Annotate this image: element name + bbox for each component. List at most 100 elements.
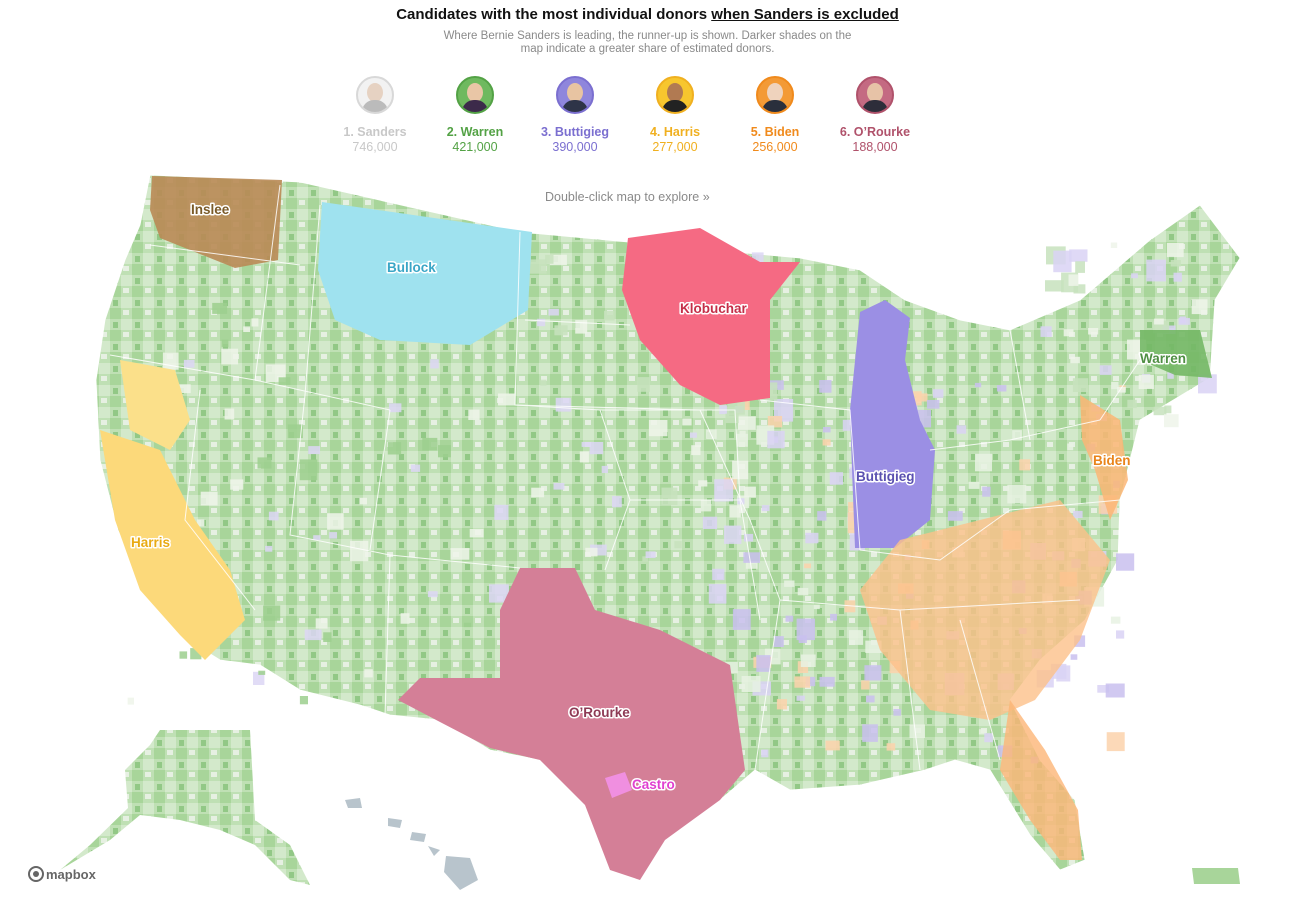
county-cell [829, 472, 843, 485]
county-cell [823, 427, 831, 433]
mapbox-attribution[interactable]: mapbox [28, 866, 96, 882]
county-cell [1137, 358, 1145, 365]
county-cell [1106, 732, 1125, 752]
county-cell [1069, 249, 1088, 262]
region-orourke [398, 568, 745, 880]
county-cell [197, 519, 205, 527]
county-cell [553, 483, 565, 490]
county-cell [1110, 616, 1121, 624]
region-castro [605, 772, 632, 798]
candidate-orourke[interactable]: 6. O’Rourke 188,000 [825, 76, 925, 154]
county-cell [744, 486, 756, 498]
county-cell [299, 459, 318, 481]
county-cell [1097, 685, 1110, 693]
county-cell [359, 497, 367, 505]
county-cell [589, 442, 604, 455]
county-cell [175, 365, 184, 372]
county-cell [744, 533, 754, 542]
orourke-portrait [856, 76, 894, 114]
county-cell [243, 326, 250, 332]
county-cell [1138, 374, 1154, 389]
county-cell [427, 591, 438, 598]
county-cell [926, 400, 940, 409]
county-cell [865, 640, 882, 653]
candidate-sanders[interactable]: 1. Sanders 746,000 [325, 76, 425, 154]
title-link-excluded[interactable]: when Sanders is excluded [711, 6, 899, 23]
county-cell [268, 511, 279, 521]
county-cell [1075, 261, 1085, 273]
county-cell [1198, 374, 1217, 394]
county-cell [489, 584, 509, 603]
county-cell [804, 563, 811, 569]
chart-header: Candidates with the most individual dono… [0, 0, 1295, 56]
region-bullock [318, 202, 532, 345]
sanders-portrait [356, 76, 394, 114]
county-cell [308, 446, 320, 455]
state-borders [109, 184, 1141, 771]
county-cell [700, 500, 712, 512]
county-cell [745, 561, 758, 569]
page-subtitle: Where Bernie Sanders is leading, the run… [443, 30, 852, 55]
county-cell [162, 352, 179, 370]
region-harris-north [120, 360, 190, 450]
county-cell [1153, 406, 1167, 416]
county-cell [886, 743, 896, 751]
county-cell [698, 480, 708, 487]
county-cell [1074, 635, 1086, 647]
us-county-map[interactable]: Inslee Bullock Klobuchar Warren Biden Bu… [0, 160, 1295, 900]
county-cell [741, 676, 761, 692]
candidate-donors: 188,000 [852, 140, 898, 154]
county-cell [579, 451, 589, 463]
candidate-warren[interactable]: 2. Warren 421,000 [425, 76, 525, 154]
candidate-donors: 746,000 [352, 140, 398, 154]
county-cell [1099, 365, 1112, 375]
county-cell [916, 393, 928, 402]
region-biden-se [860, 500, 1110, 720]
county-cell [127, 697, 134, 705]
county-cell [549, 254, 567, 266]
county-cell [540, 379, 547, 386]
county-cell [968, 481, 980, 489]
label-castro: Castro [632, 777, 675, 792]
county-cell [410, 464, 421, 472]
candidate-biden[interactable]: 5. Biden 256,000 [725, 76, 825, 154]
region-biden-ne [1080, 395, 1128, 520]
county-cell [221, 348, 239, 365]
county-cell [756, 655, 771, 672]
county-cell [702, 516, 718, 529]
candidate-harris[interactable]: 4. Harris 277,000 [625, 76, 725, 154]
label-orourke: O’Rourke [569, 705, 630, 720]
county-cell [251, 318, 259, 327]
county-cell [1072, 378, 1089, 392]
candidate-name: 1. Sanders [343, 125, 407, 139]
county-cell [1070, 654, 1078, 660]
county-cell [601, 465, 608, 473]
county-cell [830, 613, 837, 621]
county-cell [287, 424, 303, 439]
county-cell [1019, 459, 1031, 471]
candidate-buttigieg[interactable]: 3. Buttigieg 390,000 [525, 76, 625, 154]
county-cell [468, 409, 480, 420]
county-cell [794, 676, 811, 688]
county-cell [389, 403, 402, 413]
alaska [60, 730, 310, 885]
county-cell [590, 544, 607, 556]
county-cell [975, 453, 992, 472]
county-cell [422, 437, 438, 451]
county-cell [1053, 250, 1072, 273]
county-cell [862, 724, 878, 742]
county-cell [909, 724, 925, 738]
county-cell [327, 513, 344, 530]
region-warren-ne [1140, 330, 1212, 378]
county-cell [648, 420, 668, 437]
county-cell [708, 584, 727, 604]
county-cell [819, 676, 835, 687]
county-cell [714, 479, 734, 502]
county-cell [864, 665, 882, 681]
candidate-name: 6. O’Rourke [839, 125, 911, 139]
candidate-donors: 390,000 [552, 140, 598, 154]
county-cell [800, 654, 816, 667]
county-cell [819, 380, 832, 393]
explore-hint[interactable]: Double-click map to explore » [545, 190, 710, 204]
county-cell [469, 528, 484, 538]
